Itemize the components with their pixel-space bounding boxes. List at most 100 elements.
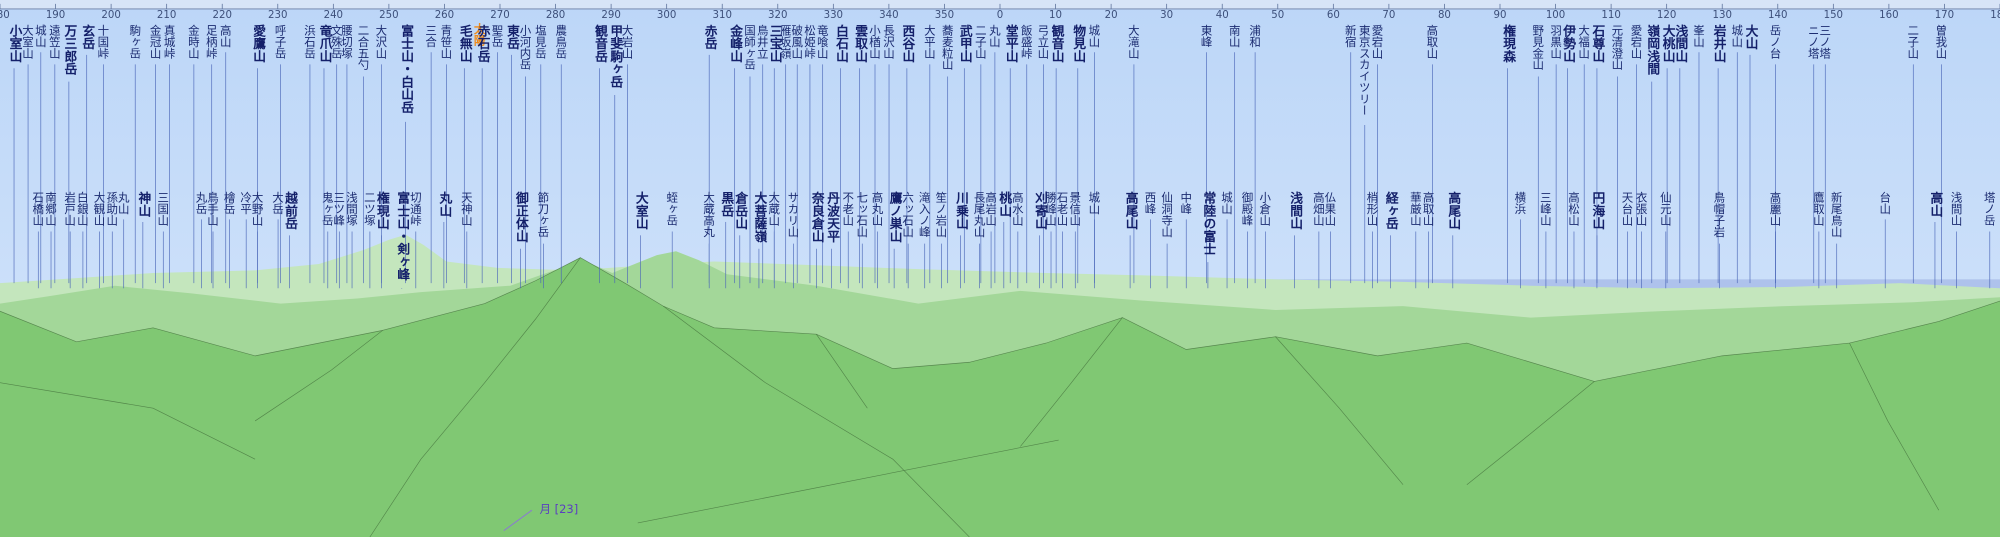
peak-label: 大滝山 [1127, 23, 1141, 58]
peak-label: 中峰 [1179, 191, 1193, 214]
peak-label: 大観山 [92, 190, 106, 225]
peak-label: 赤岳 [702, 23, 717, 51]
peak-label: 岩井山 [1711, 23, 1727, 64]
peak-label: 大山 [1743, 23, 1758, 51]
peak-label: 蕎麦粒山 [941, 24, 955, 70]
peak-label: 奈良倉山 [809, 191, 825, 244]
peak-label: 岳ノ台 [1769, 24, 1783, 58]
peak-label: 大岩山 [621, 23, 635, 58]
peak-label: 新尾鳥山 [1830, 190, 1844, 237]
peak-label: 台山 [1878, 190, 1892, 214]
peak-label: 足柄峠 [205, 24, 219, 59]
compass-label: 180 [1990, 10, 2000, 21]
peak-label: 雲取山 [852, 23, 867, 64]
peak-label: 城山 [1087, 24, 1101, 47]
peak-label: 鷹ノ巣山 [887, 191, 903, 244]
peak-label: 白銀山 [76, 190, 90, 225]
peak-label: 倉岳山 [732, 191, 748, 232]
peak-label: 三宝山 [767, 24, 782, 64]
peak-label: 大室山 [21, 23, 35, 58]
peak-label: 弓立山 [1036, 24, 1050, 58]
peak-label: 農鳥岳 [554, 23, 568, 58]
peak-label: 新宿 [1344, 23, 1358, 47]
peak-label: 大菩薩嶺 [751, 191, 766, 244]
peak-label: 大沢山 [374, 23, 388, 58]
peak-label: 長沢山 [882, 24, 896, 58]
peak-label: 浦和 [1248, 24, 1262, 48]
peak-label: 城山 [34, 24, 48, 47]
compass-label: 80 [1438, 10, 1451, 21]
peak-label: 竜爪山 [316, 23, 331, 64]
peak-label: 愛鷹山 [250, 23, 265, 64]
compass-label: 130 [1712, 10, 1731, 21]
peak-label: 曽我山 [1934, 23, 1948, 58]
peak-label: 天台山 [1621, 191, 1635, 225]
compass-label: 170 [1935, 10, 1954, 21]
peak-label: 堂平山 [1003, 23, 1018, 64]
peak-label: 野見金山 [1531, 24, 1545, 70]
peak-label: 冷平 [239, 191, 253, 215]
peak-label: 二ツ塚 [363, 191, 377, 225]
peak-label: 小室山 [7, 24, 22, 64]
compass-label: 340 [879, 10, 898, 21]
peak-label: 金時山 [187, 23, 201, 58]
peak-label: 富士山・剣ヶ峰 [394, 191, 410, 283]
peak-label: 愛宕山 [1371, 24, 1385, 58]
peak-label: 節刀ヶ岳 [536, 190, 550, 237]
compass-label: 0 [997, 10, 1003, 21]
peak-label: 石橋山 [31, 191, 45, 225]
peak-label: 大福山 [1577, 23, 1591, 58]
peak-label: 呼子岳 [274, 24, 288, 58]
compass-label: 120 [1657, 10, 1676, 21]
peak-label: 梢形山 [1365, 190, 1379, 225]
compass-label: 40 [1216, 10, 1229, 21]
peak-label: 神山 [135, 191, 150, 219]
peak-label: 高岩山 [984, 190, 998, 225]
compass-label: 250 [379, 10, 398, 21]
peak-label: 観音山 [1049, 23, 1065, 64]
peak-label: 鬼ヶ岳 [321, 190, 335, 225]
peak-label: 武甲山 [957, 23, 972, 64]
peak-label: 高尾山 [1123, 191, 1138, 232]
peak-label: 仏果山 [1323, 191, 1337, 225]
peak-label: 大室山 [633, 191, 648, 232]
peak-label: 高山 [1927, 191, 1942, 219]
peak-label: 浅間山 [1672, 23, 1687, 64]
compass-label: 270 [490, 10, 509, 21]
peak-label: 南郷山 [44, 190, 58, 225]
peak-label: 南山 [1228, 23, 1242, 47]
peak-label: 羽黒山 [1549, 24, 1563, 58]
peak-label: 塔ノ岳 [1983, 191, 1997, 225]
compass-label: 100 [1546, 10, 1565, 21]
peak-label: 七ッ石山 [855, 191, 869, 237]
peak-label: 城山 [1220, 191, 1234, 214]
peak-label: 遠笠山 [48, 24, 62, 58]
peak-label: 浅間塚 [345, 191, 359, 225]
peak-label: 切通峠 [409, 191, 423, 226]
peak-label: 川乗山 [953, 191, 969, 231]
peak-label: 峯山 [1692, 24, 1706, 47]
peak-label: 高尾山 [1445, 191, 1460, 232]
peak-label: サカリ山 [786, 191, 800, 237]
compass-label: 260 [435, 10, 454, 21]
peak-label: 丸山 [117, 191, 131, 214]
peak-label: 高麗山 [1769, 190, 1783, 225]
peak-label: 景信山 [1068, 191, 1082, 225]
compass-label: 220 [212, 10, 231, 21]
peak-label: 高水山 [1011, 190, 1025, 225]
peak-label: 二合五勺 [357, 24, 371, 71]
peak-label: 文殊岳 [330, 23, 344, 58]
peak-label: 白石山 [833, 23, 849, 64]
compass-label: 320 [768, 10, 787, 21]
peak-label: 東峰 [1200, 24, 1214, 47]
peak-label: 天神山 [460, 191, 474, 225]
peak-label: 大平山 [923, 23, 937, 58]
peak-label: 二子山 [974, 24, 988, 58]
peak-label: 塩見岳 [534, 23, 548, 58]
peak-label: 三ノ塔 [1818, 24, 1832, 59]
peak-label: 雁坂嶺 [779, 24, 793, 59]
peak-label: 丹波天平 [824, 191, 839, 243]
peak-label: 東京スカイツリー [1358, 24, 1372, 116]
peak-label: 勝峰山 [1044, 190, 1058, 225]
peak-label: 大蔵山 [767, 190, 781, 225]
